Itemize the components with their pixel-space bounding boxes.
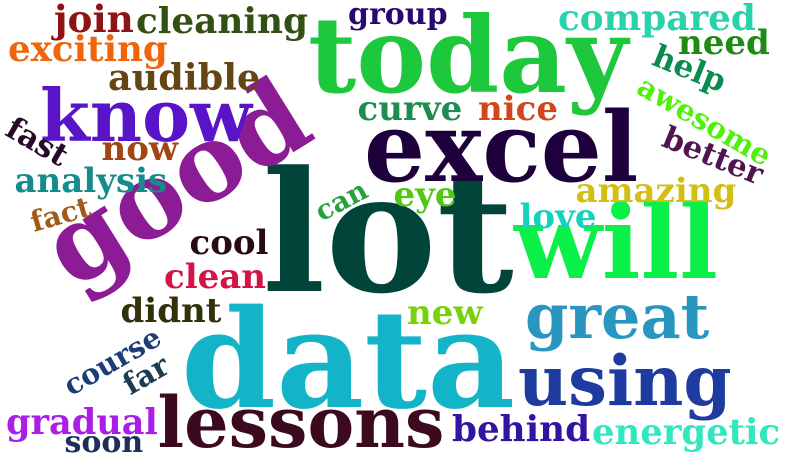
word-join: join [54,0,134,41]
word-didnt: didnt [120,291,222,331]
word-know: know [40,73,252,158]
word-lot: lot [262,134,514,331]
word-compared: compared [558,0,756,39]
word-soon: soon [64,425,144,459]
word-cleaning: cleaning [136,0,309,42]
word-will: will [514,183,719,303]
word-lessons: lessons [157,381,445,459]
word-analysis: analysis [14,161,168,201]
word-energetic: energetic [592,411,781,453]
word-amazing: amazing [575,171,737,211]
word-clean: clean [164,257,266,297]
word-curve: curve [357,89,463,129]
word-love: love [519,197,597,237]
word-gradual: gradual [6,401,158,443]
word-excel: excel [364,91,639,204]
word-exciting: exciting [8,29,168,70]
word-using: using [518,340,732,422]
word-today: today [308,0,628,117]
word-audible: audible [108,55,261,99]
word-data: data [181,280,516,440]
word-great: great [525,280,710,353]
word-eye: eye [393,175,457,215]
word-nice: nice [478,89,558,129]
word-cool: cool [189,223,269,263]
word-group: group [348,0,448,32]
word-need: need [678,23,770,63]
word-behind: behind [452,408,591,450]
word-now: now [101,129,179,169]
word-new: new [407,293,483,333]
